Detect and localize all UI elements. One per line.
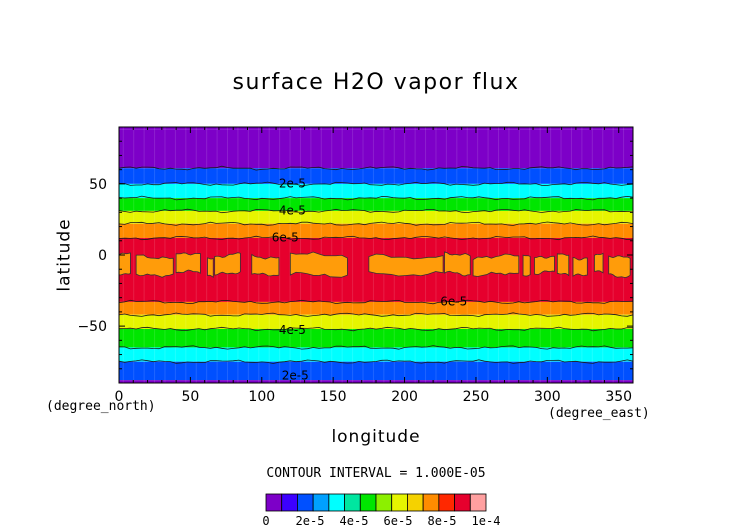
y-tick-label: −50	[77, 319, 107, 335]
colorbar-swatch	[469, 493, 487, 512]
contour-line	[118, 221, 634, 226]
contour-line	[118, 208, 634, 214]
x-tick-label: 100	[248, 389, 275, 405]
contour-band	[119, 183, 633, 199]
colorbar-swatch	[407, 493, 424, 512]
contour-label: 2e-5	[279, 176, 306, 190]
y-axis-label: latitude	[54, 218, 75, 292]
contour-line	[118, 299, 634, 305]
max-flux-blob	[175, 252, 201, 274]
max-flux-blob	[608, 255, 631, 278]
colorbar-swatch	[297, 493, 314, 512]
colorbar-swatch	[454, 493, 471, 512]
max-flux-blob	[534, 255, 555, 275]
contour-line	[118, 181, 634, 187]
max-flux-blob	[289, 251, 348, 278]
colorbar-swatch	[328, 493, 345, 512]
contour-band	[119, 223, 633, 238]
contour-label: 4e-5	[279, 323, 306, 337]
contour-line	[118, 345, 634, 350]
x-tick-label: 300	[534, 389, 561, 405]
contour-label: 4e-5	[279, 203, 306, 217]
colorbar-label: 4e-5	[340, 514, 369, 528]
colorbar-label: 0	[262, 514, 269, 528]
contour-line	[118, 235, 634, 241]
contour-band	[119, 198, 633, 211]
x-axis-unit: (degree_east)	[548, 406, 650, 421]
contour-band	[119, 328, 633, 348]
contour-line	[118, 165, 634, 171]
contour-label: 6e-5	[272, 231, 299, 245]
max-flux-blob	[444, 251, 471, 277]
chart-title: surface H2O vapor flux	[232, 70, 520, 95]
max-flux-blob	[368, 253, 444, 277]
contour-lines	[118, 165, 634, 364]
contour-band	[119, 129, 633, 169]
max-flux-blob	[118, 252, 131, 276]
contour-label: 6e-5	[440, 295, 467, 309]
contour-band	[119, 301, 633, 315]
max-flux-blob	[207, 257, 214, 278]
contour-label: 2e-5	[282, 368, 309, 382]
x-tick-label: 0	[115, 389, 124, 405]
contour-line	[118, 359, 634, 364]
max-flux-blob	[214, 252, 241, 276]
contour-band	[119, 168, 633, 184]
max-flux-blob	[522, 254, 531, 277]
x-tick-label: 50	[181, 389, 199, 405]
contour-labels: 2e-5 4e-5 6e-5 6e-5 4e-5 2e-5	[272, 176, 467, 382]
y-tick-label: 0	[98, 248, 107, 264]
colorbar-label: 8e-5	[428, 514, 457, 528]
max-flux-blob	[251, 253, 280, 277]
colorbar: 0 2e-5 4e-5 6e-5 8e-5 1e-4	[262, 493, 501, 528]
x-tick-label: 250	[463, 389, 490, 405]
contour-interval-label: CONTOUR INTERVAL = 1.000E-05	[266, 466, 486, 481]
colorbar-swatch	[265, 493, 283, 512]
contour-band	[119, 361, 633, 381]
x-axis-label: longitude	[331, 427, 421, 447]
contour-band	[119, 314, 633, 329]
colorbar-label: 1e-4	[472, 514, 501, 528]
max-flux-blob	[594, 252, 604, 274]
y-axis-unit: (degree_north)	[46, 399, 156, 414]
colorbar-swatch	[438, 493, 455, 512]
max-flux-region	[118, 251, 631, 278]
max-flux-blob	[135, 254, 174, 278]
axis-ticks: 0 50 100 150 200 250 300 350 50 0 −50	[77, 126, 634, 405]
max-flux-blob	[572, 257, 588, 277]
contour-line	[118, 326, 634, 332]
colorbar-swatch	[375, 493, 393, 512]
colorbar-swatch	[359, 493, 377, 512]
colorbar-label: 2e-5	[296, 514, 325, 528]
contour-band	[119, 347, 633, 362]
x-tick-label: 150	[320, 389, 347, 405]
x-tick-label: 200	[391, 389, 418, 405]
x-tick-label: 350	[605, 389, 632, 405]
colorbar-label: 6e-5	[384, 514, 413, 528]
contour-line	[118, 195, 634, 201]
colorbar-swatch	[422, 493, 440, 512]
colorbar-swatch	[344, 493, 361, 512]
colorbar-swatch	[391, 493, 408, 512]
colorbar-swatch	[312, 493, 330, 512]
colorbar-swatch	[281, 493, 298, 512]
contour-band	[119, 210, 633, 224]
max-flux-blob	[556, 253, 570, 277]
y-tick-label: 50	[89, 177, 107, 193]
max-flux-blob	[472, 253, 520, 277]
contour-line	[118, 312, 634, 317]
